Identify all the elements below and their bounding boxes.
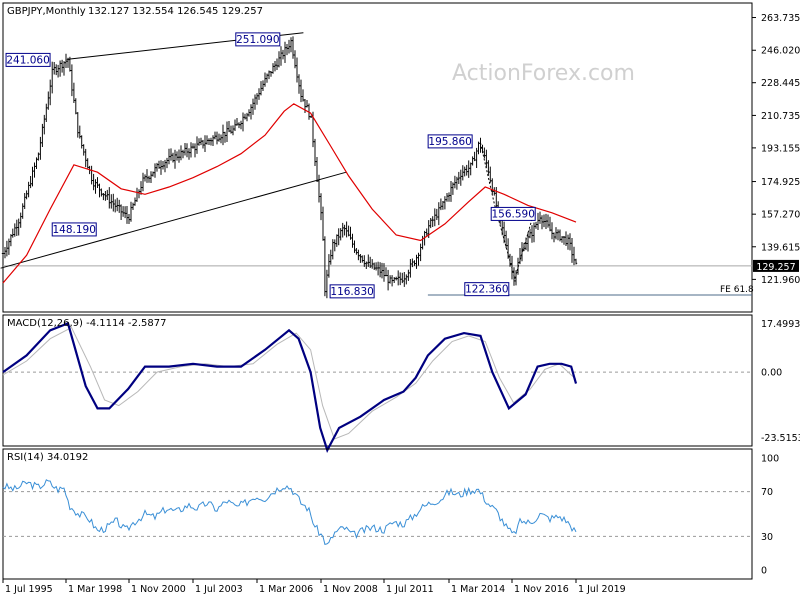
price-annotation-box	[427, 134, 473, 149]
trendline	[480, 142, 496, 206]
time-tick-label: 1 Nov 2016	[514, 584, 569, 595]
macd-title: MACD(12,26,9) -4.1114 -2.5877	[7, 318, 167, 329]
time-tick-label: 1 Nov 2008	[323, 584, 378, 595]
current-price-marker: 129.257	[753, 259, 799, 273]
price-tick-label: 157.270	[761, 210, 800, 221]
time-axis: 1 Jul 1995 1 Mar 1998 1 Nov 2000 1 Jul 2003…	[2, 579, 626, 595]
current-price-box	[753, 259, 799, 272]
price-annotation-box	[329, 284, 375, 299]
macd-main-line	[2, 321, 578, 454]
time-tick-label: 1 Jul 2011	[386, 584, 434, 595]
price-annotation: 241.060	[5, 52, 51, 67]
price-series-layer: FE 61.8 241.060 251.090 148.190 195.860 156.5…	[0, 32, 754, 299]
macd-signal-line	[2, 326, 577, 440]
macd-series-layer	[2, 321, 752, 454]
price-annotation-value: 148.190	[53, 224, 96, 236]
macd-tick-label: 0.00	[761, 368, 782, 379]
rsi-panel: RSI(14) 34.0192 100 70 30 0	[2, 448, 779, 580]
price-annotation: 122.360	[464, 282, 510, 297]
price-annotation: 251.090	[235, 32, 281, 47]
time-tick-label: 1 Jul 2019	[578, 584, 626, 595]
time-tick-label: 1 Jul 2003	[195, 584, 243, 595]
price-bars	[1, 36, 578, 299]
rsi-tick-label: 0	[761, 566, 767, 577]
price-annotation-box	[490, 206, 536, 221]
time-tick-label: 1 Nov 2000	[131, 584, 186, 595]
fe-61-8-label: FE 61.8	[720, 285, 754, 295]
rsi-tick-label: 30	[761, 532, 773, 543]
price-annotation: 195.860	[427, 134, 473, 149]
macd-tick-label: 17.4993	[761, 319, 800, 330]
price-tick-label: 139.615	[761, 242, 800, 253]
rsi-panel-frame	[2, 448, 753, 580]
time-tick-label: 1 Mar 1998	[68, 584, 122, 595]
price-annotation-box	[235, 32, 281, 47]
price-annotation-box	[51, 222, 97, 237]
rsi-series-layer	[2, 479, 752, 546]
price-header-symbol: GBPJPY,Monthly	[7, 6, 86, 17]
price-annotation-value: 195.860	[428, 136, 471, 148]
moving-average-line	[2, 103, 577, 284]
price-annotation-value: 116.830	[330, 286, 373, 298]
time-tick-label: 1 Mar 2014	[451, 584, 505, 595]
rsi-tick-label: 100	[761, 453, 779, 464]
price-tick-label: 210.735	[761, 111, 800, 122]
price-annotation-box	[464, 282, 510, 297]
rsi-axis: 100 70 30 0	[761, 453, 779, 576]
time-tick-label: 1 Jul 1995	[5, 584, 53, 595]
rsi-title: RSI(14) 34.0192	[7, 452, 88, 463]
price-annotation: 116.830	[329, 284, 375, 299]
price-annotation: 156.590	[490, 206, 536, 221]
price-tick-label: 246.020	[761, 46, 800, 57]
price-axis: 263.735 246.020 228.445 210.735 193.155 174.9…	[752, 13, 800, 286]
time-tick-label: 1 Mar 2006	[259, 584, 313, 595]
watermark: ActionForex.com	[452, 61, 635, 86]
price-panel: ActionForex.com FE 61.8 241.060 251.090 148…	[0, 2, 800, 313]
macd-tick-label: -23.5153	[761, 433, 800, 444]
price-annotation-value: 251.090	[236, 34, 279, 46]
macd-panel-frame	[2, 314, 753, 447]
price-tick-label: 228.445	[761, 78, 800, 89]
price-tick-label: 193.155	[761, 143, 800, 154]
price-annotation-value: 241.060	[6, 54, 49, 66]
price-panel-frame	[2, 2, 753, 313]
price-annotation-value: 122.360	[465, 284, 508, 296]
price-annotation-value: 156.590	[491, 208, 534, 220]
price-header-ohlc: 132.127 132.554 126.545 129.257	[88, 6, 263, 17]
rsi-line	[2, 479, 577, 546]
current-price-label: 129.257	[756, 262, 795, 273]
price-annotation-box	[5, 52, 51, 67]
macd-panel: MACD(12,26,9) -4.1114 -2.5877 17.4993 0.0…	[2, 314, 800, 454]
price-bar	[574, 258, 578, 265]
price-tick-label: 121.960	[761, 275, 800, 286]
price-tick-label: 263.735	[761, 13, 800, 24]
trendline	[0, 171, 347, 269]
price-annotation: 148.190	[51, 222, 97, 237]
macd-axis: 17.4993 0.00 -23.5153	[761, 319, 800, 444]
rsi-tick-label: 70	[761, 487, 773, 498]
price-tick-label: 174.925	[761, 177, 800, 188]
